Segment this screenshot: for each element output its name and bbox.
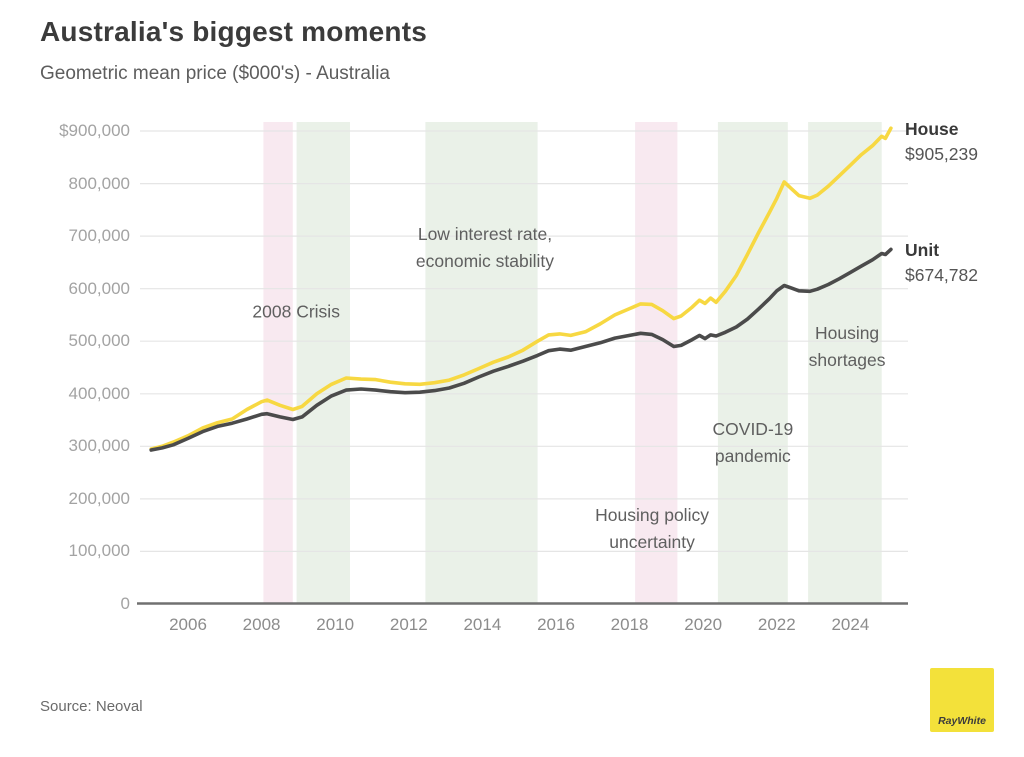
series-end-value: $674,782 (905, 265, 978, 286)
event-band-pink (635, 122, 678, 603)
x-tick-label: 2020 (684, 615, 723, 634)
event-band-green (808, 122, 882, 603)
x-tick-label: 2024 (831, 615, 870, 634)
event-annotation: COVID-19 pandemic (712, 419, 794, 467)
source-credit: Source: Neoval (40, 698, 143, 715)
raywhite-logo-text: RayWhite (938, 715, 986, 727)
event-band-green (296, 122, 350, 603)
x-tick-label: 2012 (389, 615, 428, 634)
series-line-house (149, 126, 893, 451)
y-tick-label: 500,000 (68, 331, 130, 351)
y-tick-label: 0 (120, 594, 130, 613)
x-tick-label: 2006 (169, 615, 207, 634)
y-tick-label: 400,000 (68, 383, 130, 403)
y-tick-label: 700,000 (68, 226, 130, 246)
y-tick-label: 600,000 (68, 278, 130, 298)
y-tick-label: 300,000 (68, 436, 130, 456)
y-tick-label: 800,000 (68, 173, 130, 193)
series-name: House (905, 119, 959, 140)
y-tick-label: 100,000 (68, 541, 130, 561)
y-tick-label: $900,000 (59, 121, 130, 140)
event-annotation: Housing policy uncertainty (595, 504, 709, 552)
raywhite-logo: RayWhite (930, 668, 994, 732)
chart-subtitle: Geometric mean price ($000's) - Australi… (40, 63, 390, 84)
y-tick-label: 200,000 (68, 488, 130, 508)
x-tick-label: 2018 (610, 615, 649, 634)
page-title: Australia's biggest moments (40, 16, 428, 47)
series-label-house: House $905,239 (905, 117, 978, 167)
event-annotation: Housing shortages (808, 323, 886, 370)
event-annotation: 2008 Crisis (252, 301, 340, 322)
x-tick-label: 2010 (316, 615, 355, 634)
series-label-unit: Unit $674,782 (905, 238, 978, 288)
x-tick-label: 2008 (242, 615, 281, 634)
event-band-pink (263, 122, 293, 603)
x-tick-label: 2016 (537, 615, 575, 634)
series-end-value: $905,239 (905, 144, 978, 165)
x-tick-label: 2022 (757, 615, 796, 634)
series-name: Unit (905, 240, 940, 261)
series-line-unit (149, 247, 893, 452)
event-annotation: Low interest rate, economic stability (415, 224, 555, 272)
x-tick-label: 2014 (463, 615, 502, 634)
